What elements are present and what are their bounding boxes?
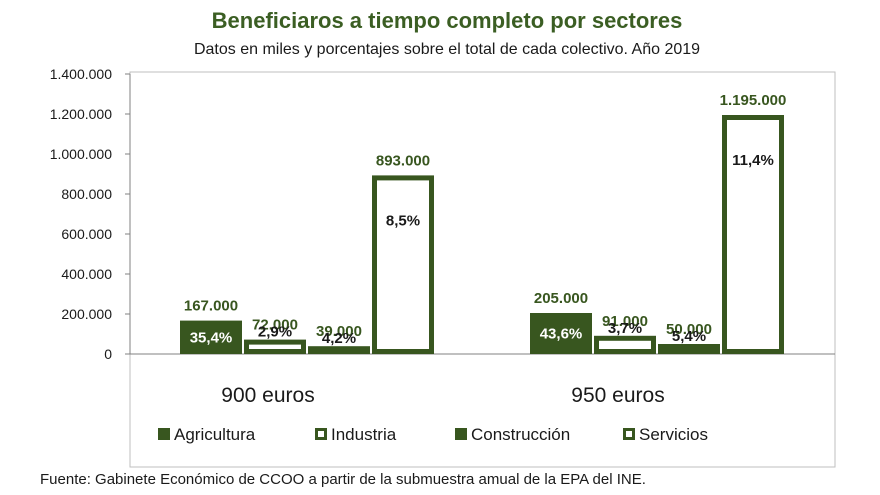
bar-agricultura bbox=[180, 320, 242, 354]
percent-label: 8,5% bbox=[386, 212, 420, 229]
y-tick-label: 400.000 bbox=[61, 266, 112, 282]
legend-label: Servicios bbox=[639, 425, 708, 444]
y-tick-label: 800.000 bbox=[61, 186, 112, 202]
legend: Agricultura Industria Construcción Servicio… bbox=[158, 425, 708, 444]
value-label: 893.000 bbox=[376, 152, 430, 169]
bar-construcción bbox=[658, 344, 720, 354]
legend-swatch bbox=[315, 428, 327, 440]
bar-construcción bbox=[308, 346, 370, 354]
legend-swatch bbox=[623, 428, 635, 440]
legend-label: Construcción bbox=[471, 425, 570, 444]
plot-area: 0 200.000 400.000 600.000 800.000 1.000.000 1.… bbox=[50, 66, 835, 407]
percent-label: 2,9% bbox=[258, 324, 292, 341]
bar-industria bbox=[594, 335, 656, 354]
bar-industria bbox=[244, 339, 306, 355]
chart-subtitle: Datos en miles y porcentajes sobre el to… bbox=[194, 41, 700, 58]
value-label: 205.000 bbox=[534, 290, 588, 307]
category-label: 900 euros bbox=[221, 384, 314, 407]
value-label: 50.000 bbox=[666, 321, 712, 338]
y-tick-label: 0 bbox=[104, 346, 112, 362]
value-label: 167.000 bbox=[184, 298, 238, 315]
y-tick-label: 200.000 bbox=[61, 306, 112, 322]
value-label: 39.000 bbox=[316, 323, 362, 340]
value-label: 1.195.000 bbox=[720, 92, 787, 109]
y-tick-label: 1.400.000 bbox=[50, 66, 112, 82]
y-tick-label: 1.000.000 bbox=[50, 146, 112, 162]
bar-agricultura bbox=[530, 313, 592, 354]
percent-label: 43,6% bbox=[540, 326, 583, 343]
legend-swatch bbox=[455, 428, 467, 440]
y-tick-label: 1.200.000 bbox=[50, 106, 112, 122]
bar-servicios bbox=[722, 115, 784, 354]
legend-label: Agricultura bbox=[174, 425, 256, 444]
source-note: Fuente: Gabinete Económico de CCOO a par… bbox=[40, 471, 646, 488]
bar-servicios bbox=[372, 175, 434, 354]
percent-label: 5,4% bbox=[672, 328, 706, 345]
y-tick-label: 600.000 bbox=[61, 226, 112, 242]
chart-title: Beneficiaros a tiempo completo por secto… bbox=[212, 8, 683, 33]
value-label: 72.000 bbox=[252, 317, 298, 334]
percent-label: 11,4% bbox=[732, 152, 774, 169]
category-label: 950 euros bbox=[571, 384, 664, 407]
value-label: 91.000 bbox=[602, 313, 648, 330]
percent-label: 3,7% bbox=[608, 320, 642, 337]
legend-swatch bbox=[158, 428, 170, 440]
percent-label: 35,4% bbox=[190, 329, 233, 346]
percent-label: 4,2% bbox=[322, 330, 356, 347]
legend-label: Industria bbox=[331, 425, 397, 444]
